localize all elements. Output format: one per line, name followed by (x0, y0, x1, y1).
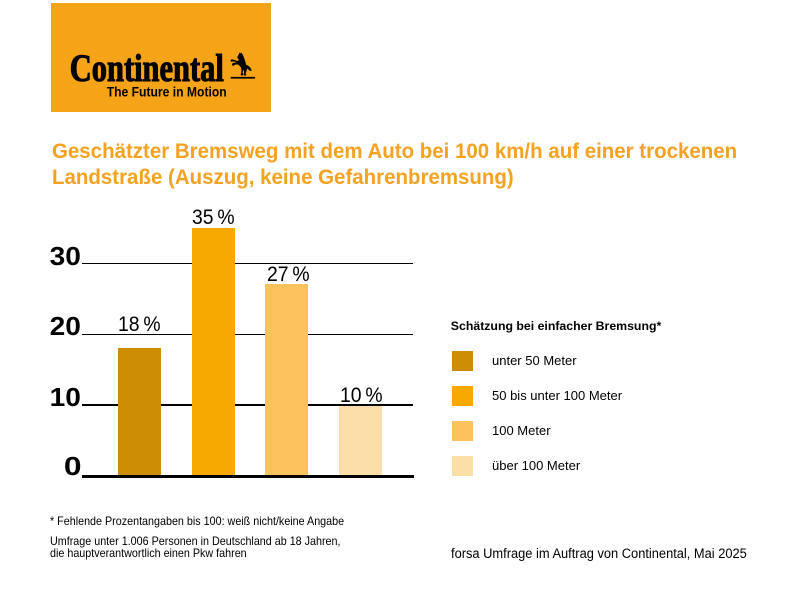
svg-text:The Future in Motion: The Future in Motion (107, 84, 227, 100)
svg-text:Continental: Continental (70, 47, 224, 90)
